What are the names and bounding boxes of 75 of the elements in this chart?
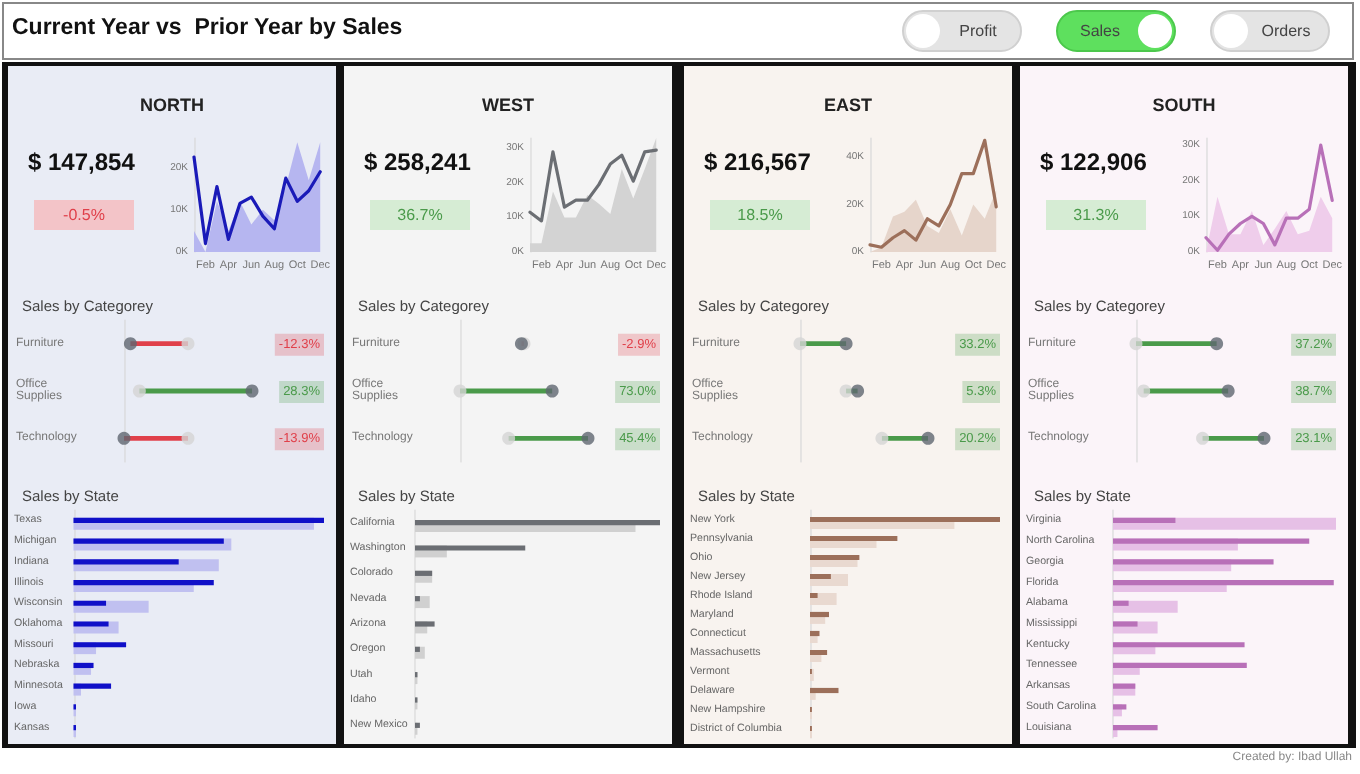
bar: [810, 573, 831, 580]
text: $ 216,567: [704, 148, 812, 176]
point: [851, 384, 865, 398]
bar: [1113, 579, 1334, 586]
point: [921, 431, 935, 445]
bar: [415, 545, 526, 551]
bar: [73, 683, 112, 689]
point: [839, 337, 853, 351]
bar: [73, 538, 224, 544]
line-series: [868, 138, 998, 249]
bar: [810, 687, 839, 694]
bar: [810, 516, 1000, 523]
bar: [810, 649, 828, 656]
bar: [73, 621, 109, 627]
point: [181, 431, 195, 445]
bar: [1113, 600, 1129, 606]
point: [245, 384, 259, 398]
point: [132, 384, 146, 398]
bar: [1113, 704, 1127, 710]
point: [181, 337, 195, 351]
bar: [810, 611, 829, 618]
point: [1129, 337, 1143, 351]
bar: [73, 579, 214, 586]
chart-title: NORTH: [140, 95, 204, 115]
line-series: [528, 148, 658, 223]
point: [117, 431, 131, 445]
bar: [810, 554, 860, 561]
bar: [73, 517, 324, 523]
point: [1257, 431, 1271, 445]
bar: [73, 559, 179, 565]
bar: [1113, 683, 1136, 689]
point: [1196, 431, 1210, 445]
bar: [1113, 621, 1138, 627]
toggle-switch: Sales: [1056, 10, 1176, 52]
point: [502, 431, 516, 445]
bar: [1113, 517, 1176, 523]
text: 31.3%: [1073, 206, 1119, 224]
bar: [73, 662, 94, 669]
bar: [1113, 725, 1158, 731]
text: 18.5%: [737, 206, 783, 224]
point: [839, 384, 853, 398]
bar: [810, 535, 898, 542]
chart-title: EAST: [823, 95, 873, 115]
point: [1221, 384, 1235, 398]
bar: [1113, 642, 1245, 648]
toggle-switch: Profit: [902, 10, 1022, 52]
bar: [415, 621, 435, 627]
point: [123, 337, 137, 351]
point: [453, 384, 467, 398]
text: $ 122,906: [1040, 148, 1148, 176]
text: 36.7%: [397, 206, 443, 224]
bar: [810, 592, 818, 599]
text: $ 147,854: [28, 148, 136, 176]
text: -0.5%: [63, 206, 105, 224]
bar: [73, 600, 107, 606]
point: [581, 431, 595, 445]
point: [1137, 384, 1151, 398]
bar: [1113, 662, 1247, 669]
point: [875, 431, 889, 445]
point: [793, 337, 807, 351]
toggle-switch: Orders: [1210, 10, 1330, 52]
chart-title: WEST: [482, 95, 535, 115]
text: Current Year vs Prior Year by Sales: [12, 16, 403, 40]
chart-title: SOUTH: [1152, 95, 1216, 115]
bar: [1113, 559, 1274, 565]
bar: [1113, 538, 1310, 544]
point: [1210, 337, 1224, 351]
line-series: [1204, 143, 1334, 252]
text: $ 258,241: [364, 148, 472, 176]
bar: [810, 630, 820, 637]
point: [545, 384, 559, 398]
bar: [415, 520, 660, 526]
bar: [415, 570, 433, 576]
line-series: [192, 155, 322, 246]
bar: [73, 642, 127, 648]
